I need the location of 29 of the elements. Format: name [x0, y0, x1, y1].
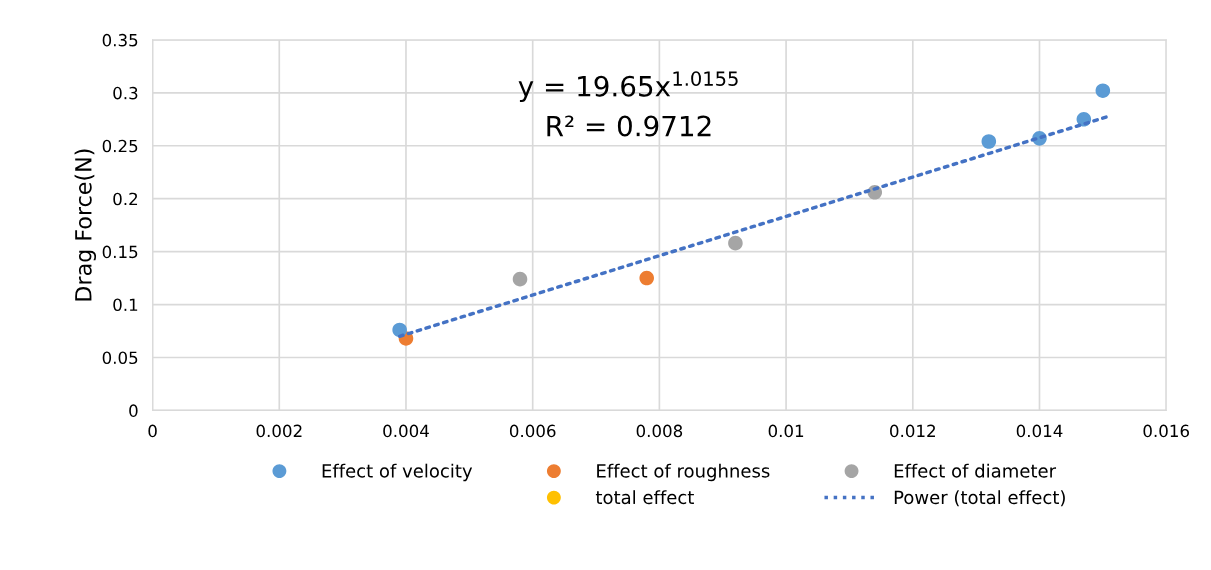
y-tick-label: 0.25 — [102, 139, 138, 153]
x-tick-label: 0.002 — [256, 424, 302, 438]
y-axis-title: Drag Force(N) — [74, 149, 97, 301]
x-tick-label: 0.01 — [768, 424, 804, 438]
legend-label: total effect — [595, 490, 694, 505]
legend-label: Power (total effect) — [894, 490, 1065, 507]
x-tick-label: 0.012 — [890, 424, 935, 438]
x-tick-label: 0.008 — [636, 424, 683, 438]
text: y = 19.65x$^{1.0155}$ R² = 0.9712 — [518, 71, 738, 137]
point — [1095, 83, 1111, 98]
x-tick-label: 0.004 — [383, 424, 429, 438]
y-tick-label: 0.2 — [113, 192, 138, 206]
legend-label: Effect of diameter — [894, 463, 1057, 478]
point — [981, 134, 997, 149]
x-tick-label: 0.006 — [509, 424, 556, 438]
y-tick-label: 0.05 — [102, 351, 138, 365]
y-tick-label: 0.15 — [102, 245, 138, 259]
point — [728, 235, 743, 251]
y-tick-label: 0 — [129, 404, 138, 417]
point — [512, 271, 528, 287]
x-tick-label: 0.016 — [1143, 424, 1189, 438]
y-tick-label: 0.1 — [113, 298, 138, 312]
legend-label: Effect of roughness — [597, 463, 770, 482]
y-tick-label: 0.3 — [113, 86, 138, 100]
y-tick-label: 0.35 — [102, 33, 138, 47]
x-tick-label: 0 — [148, 424, 157, 438]
legend-label: Effect of velocity — [322, 463, 473, 482]
point — [639, 270, 654, 286]
x-tick-label: 0.014 — [1016, 424, 1063, 438]
